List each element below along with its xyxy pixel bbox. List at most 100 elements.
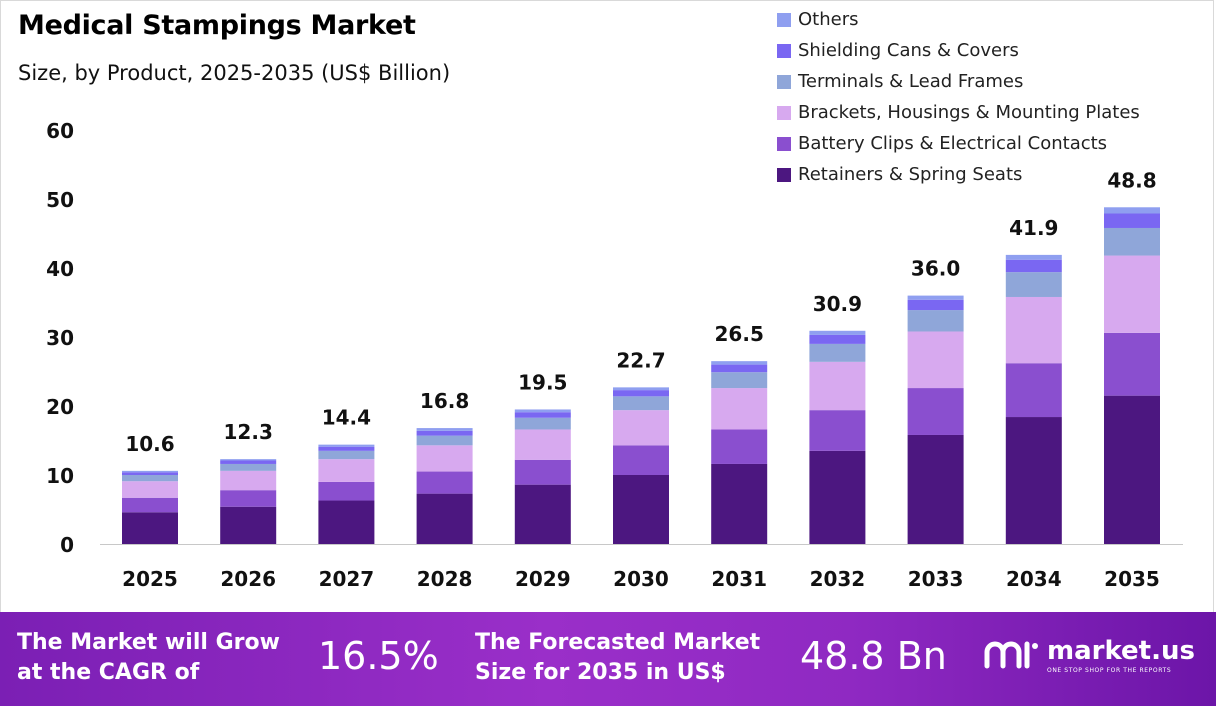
bar-segment bbox=[711, 372, 768, 389]
bar-segment bbox=[809, 330, 866, 335]
x-tick-label: 2030 bbox=[613, 567, 669, 591]
legend-item: Battery Clips & Electrical Contacts bbox=[777, 128, 1140, 159]
chart-subtitle: Size, by Product, 2025-2035 (US$ Billion… bbox=[18, 61, 451, 85]
bar-total-label: 12.3 bbox=[224, 420, 273, 444]
bar-segment bbox=[220, 490, 277, 507]
y-tick-label: 40 bbox=[46, 257, 74, 281]
bar-segment bbox=[122, 475, 178, 482]
x-tick-label: 2028 bbox=[417, 567, 473, 591]
legend-label: Battery Clips & Electrical Contacts bbox=[798, 133, 1108, 154]
bar-segment bbox=[416, 493, 473, 544]
bar-segment bbox=[514, 459, 571, 485]
bar-segment bbox=[613, 445, 669, 475]
bar-segment bbox=[416, 435, 473, 446]
bar-segment bbox=[907, 310, 964, 332]
bar-segment bbox=[809, 343, 866, 362]
legend-label: Others bbox=[798, 9, 859, 30]
y-tick-label: 60 bbox=[46, 119, 74, 143]
legend-label: Terminals & Lead Frames bbox=[798, 71, 1024, 92]
x-tick-label: 2029 bbox=[515, 567, 571, 591]
bar-segment bbox=[220, 460, 277, 464]
cagr-value: 16.5% bbox=[318, 634, 439, 678]
bar-segment bbox=[809, 334, 866, 344]
legend-label: Brackets, Housings & Mounting Plates bbox=[798, 102, 1140, 123]
bar-segment bbox=[122, 512, 178, 544]
bar-segment bbox=[122, 470, 178, 473]
bar-segment bbox=[318, 459, 375, 482]
bar-segment bbox=[220, 459, 277, 461]
bar-segment bbox=[613, 410, 669, 446]
brand-name: market.us bbox=[1047, 636, 1195, 666]
bar-segment bbox=[613, 396, 669, 411]
y-tick-label: 50 bbox=[46, 188, 74, 212]
bar-segment bbox=[318, 450, 375, 460]
bar-segment bbox=[122, 481, 178, 498]
bar-segment bbox=[1104, 395, 1160, 544]
bar-total-label: 16.8 bbox=[420, 389, 469, 413]
bar-segment bbox=[318, 481, 375, 501]
bar-total-label: 22.7 bbox=[616, 348, 665, 372]
bar-segment bbox=[613, 387, 669, 391]
bar-total-label: 14.4 bbox=[322, 406, 371, 430]
chart-legend: Others Shielding Cans & Covers Terminals &… bbox=[777, 4, 1140, 190]
legend-label: Retainers & Spring Seats bbox=[798, 164, 1023, 185]
bar-segment bbox=[1104, 207, 1160, 214]
bar-segment bbox=[318, 500, 375, 544]
legend-swatch bbox=[777, 105, 791, 120]
legend-item: Terminals & Lead Frames bbox=[777, 66, 1140, 97]
bar-segment bbox=[613, 475, 669, 544]
bar-segment bbox=[416, 428, 473, 431]
bar-segment bbox=[122, 497, 178, 513]
bar-segment bbox=[220, 470, 277, 491]
bar-segment bbox=[514, 412, 571, 418]
legend-item: Retainers & Spring Seats bbox=[777, 159, 1140, 190]
bar-total-label: 10.6 bbox=[125, 432, 174, 456]
bar-total-label: 19.5 bbox=[518, 370, 567, 394]
bar-segment bbox=[1005, 296, 1062, 364]
bar-segment bbox=[1005, 363, 1062, 418]
cagr-label: The Market will Grow at the CAGR of bbox=[17, 630, 280, 685]
bar-segment bbox=[514, 484, 571, 544]
bar-segment bbox=[1104, 332, 1160, 396]
brand-tagline: ONE STOP SHOP FOR THE REPORTS bbox=[1047, 667, 1172, 674]
bar-segment bbox=[1005, 272, 1062, 297]
x-tick-label: 2034 bbox=[1006, 567, 1062, 591]
legend-item: Brackets, Housings & Mounting Plates bbox=[777, 97, 1140, 128]
bar-total-label: 36.0 bbox=[911, 257, 960, 281]
x-tick-label: 2033 bbox=[908, 567, 964, 591]
bar-segment bbox=[907, 388, 964, 435]
bar-segment bbox=[907, 299, 964, 311]
brand-logo-block[interactable]: market.us ONE STOP SHOP FOR THE REPORTS bbox=[983, 636, 1195, 676]
bar-segment bbox=[809, 450, 866, 544]
bar-segment bbox=[122, 472, 178, 475]
legend-item: Shielding Cans & Covers bbox=[777, 35, 1140, 66]
y-tick-label: 10 bbox=[46, 464, 74, 488]
legend-swatch bbox=[777, 167, 791, 182]
bar-segment bbox=[1005, 254, 1062, 260]
x-tick-label: 2032 bbox=[810, 567, 866, 591]
bar-segment bbox=[1104, 255, 1160, 333]
bar-segment bbox=[514, 417, 571, 430]
x-tick-label: 2026 bbox=[220, 567, 276, 591]
bar-segment bbox=[711, 463, 768, 544]
bar-total-label: 30.9 bbox=[813, 292, 862, 316]
bar-segment bbox=[907, 434, 964, 544]
bar-segment bbox=[514, 429, 571, 460]
bar-segment bbox=[809, 410, 866, 451]
bar-segment bbox=[514, 409, 571, 413]
bar-segment bbox=[416, 445, 473, 472]
bar-segment bbox=[220, 463, 277, 471]
bar-segment bbox=[809, 361, 866, 411]
legend-swatch bbox=[777, 43, 791, 58]
bar-segment bbox=[416, 430, 473, 436]
bar-total-label: 41.9 bbox=[1009, 216, 1058, 240]
bar-chart: 010203040506010.6202512.3202614.4202716.… bbox=[46, 119, 1183, 591]
legend-item: Others bbox=[777, 4, 1140, 35]
bar-segment bbox=[416, 471, 473, 494]
bar-segment bbox=[711, 429, 768, 464]
bar-segment bbox=[907, 331, 964, 389]
bar-segment bbox=[1005, 259, 1062, 273]
y-tick-label: 20 bbox=[46, 395, 74, 419]
bar-segment bbox=[711, 361, 768, 365]
y-tick-label: 0 bbox=[60, 533, 74, 557]
